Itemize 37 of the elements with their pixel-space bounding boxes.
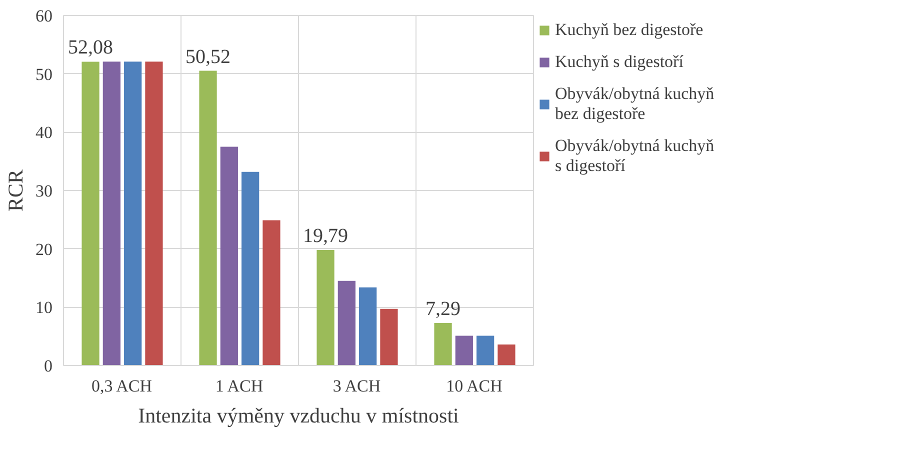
bar [338,280,356,366]
bar [199,70,217,366]
bar [242,172,260,366]
x-tick-label: 0,3 ACH [92,376,152,396]
bar [220,146,238,366]
legend-label: Obyvák/obytná kuchyň s digestoří [555,136,714,176]
x-tick-label: 3 ACH [332,376,381,396]
data-label: 7,29 [426,298,461,320]
x-axis-title: Intenzita výměny vzduchu v místnosti [138,404,460,428]
legend-label: Obyvák/obytná kuchyň bez digestoře [555,84,714,124]
bar [82,62,100,366]
bar [316,250,334,366]
bar [476,336,494,366]
y-tick-label: 0 [44,356,52,376]
y-axis-title: RCR [4,169,28,212]
bar [124,62,142,366]
bar [145,62,163,366]
data-label: 50,52 [186,46,231,68]
y-tick-label: 50 [36,64,52,84]
y-tick-label: 30 [36,182,52,200]
x-tick-label: 10 ACH [446,376,502,396]
bar [380,308,398,366]
y-tick-label: 40 [36,123,52,142]
bar [455,336,473,366]
y-tick-label: 20 [36,240,52,259]
data-label: 19,79 [303,225,348,248]
bar [359,287,377,366]
legend-label: Kuchyň bez digestoře [555,20,704,40]
bar [498,344,516,366]
x-tick-label: 1 ACH [215,376,264,396]
y-tick-label: 10 [36,298,52,318]
y-tick-label: 60 [36,6,52,26]
bar [102,62,120,366]
legend-label: Kuchyň s digestoří [555,52,684,72]
bar [434,322,452,366]
data-label: 52,08 [68,36,114,59]
bar [262,220,280,366]
